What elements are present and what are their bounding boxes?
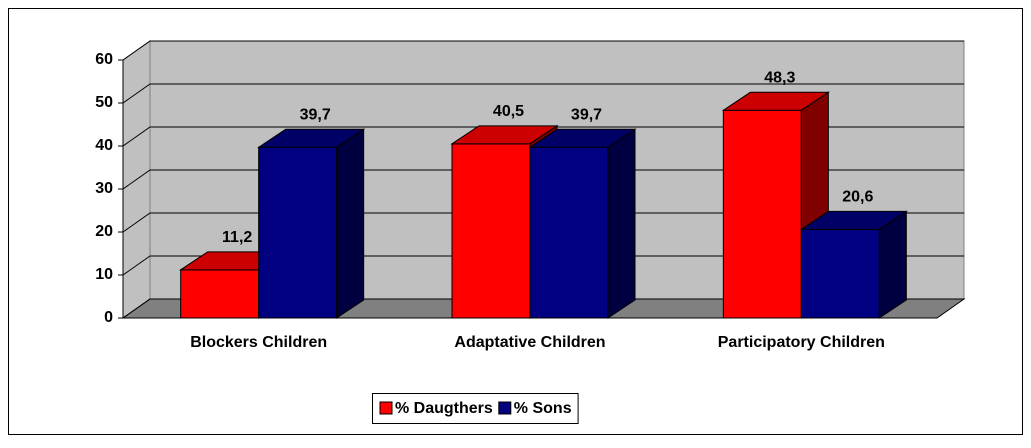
data-label: 20,6 bbox=[842, 189, 873, 206]
y-tick-label: 20 bbox=[95, 223, 113, 240]
bar-front bbox=[258, 146, 338, 319]
bar-front bbox=[451, 143, 531, 319]
grid-line bbox=[122, 169, 964, 190]
x-tick-label: Blockers Children bbox=[190, 334, 327, 351]
legend-label: % Sons bbox=[514, 400, 572, 417]
grid-line bbox=[122, 83, 964, 104]
bar-front bbox=[722, 109, 802, 319]
grid-line bbox=[122, 255, 964, 276]
bar bbox=[528, 128, 637, 319]
bar-side bbox=[878, 210, 907, 319]
bar-front bbox=[529, 146, 609, 319]
y-tick-label: 10 bbox=[95, 266, 113, 283]
grid-line bbox=[122, 212, 964, 233]
data-label: 39,7 bbox=[571, 107, 602, 124]
data-label: 39,7 bbox=[300, 107, 331, 124]
legend-box bbox=[372, 393, 579, 424]
grid-line bbox=[122, 126, 964, 147]
legend-label: % Daugthers bbox=[395, 400, 493, 417]
data-label: 11,2 bbox=[222, 229, 252, 246]
x-tick-label: Adaptative Children bbox=[454, 334, 605, 351]
bar-front bbox=[180, 269, 260, 319]
y-tick-label: 0 bbox=[104, 309, 113, 326]
bar bbox=[257, 128, 366, 319]
y-tick-label: 50 bbox=[95, 94, 113, 111]
x-tick-label: Participatory Children bbox=[718, 334, 885, 351]
bar-side bbox=[336, 128, 365, 319]
y-tick-label: 40 bbox=[95, 137, 113, 154]
grid-line bbox=[122, 40, 964, 61]
legend-swatch bbox=[498, 401, 512, 415]
bar-front bbox=[800, 228, 880, 319]
bar bbox=[799, 210, 908, 319]
legend: % Daugthers % Sons bbox=[372, 393, 579, 424]
grid-line bbox=[122, 298, 964, 319]
y-tick-label: 60 bbox=[95, 51, 113, 68]
data-label: 40,5 bbox=[493, 103, 524, 120]
legend-swatch bbox=[379, 401, 393, 415]
bar-side bbox=[607, 128, 636, 319]
data-label: 48,3 bbox=[764, 70, 795, 87]
y-tick-label: 30 bbox=[95, 180, 113, 197]
